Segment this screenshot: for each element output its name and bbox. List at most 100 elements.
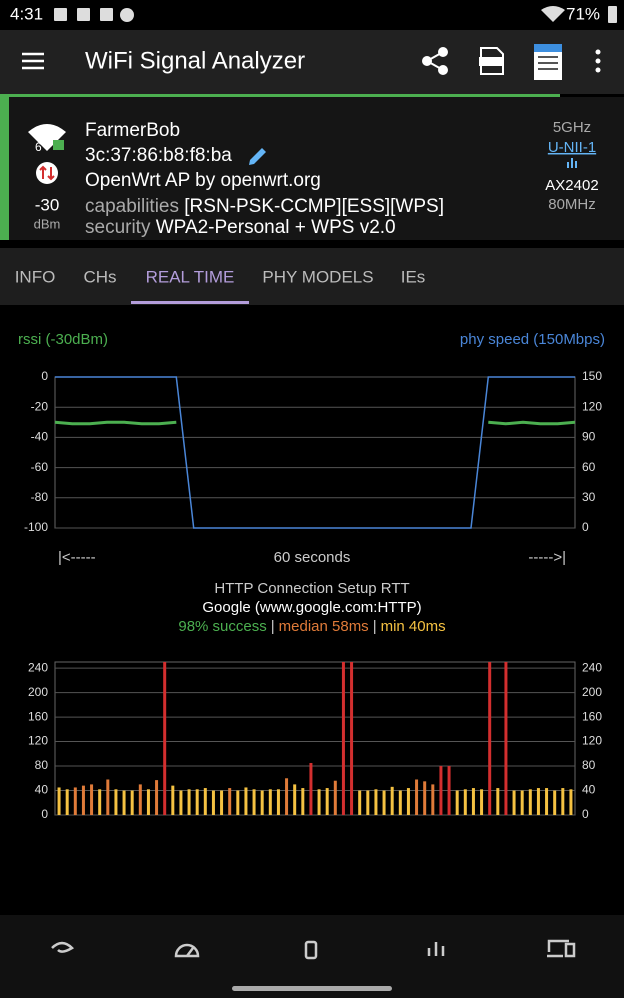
stats-item: median 58ms	[279, 618, 369, 635]
chart-title: HTTP Connection Setup RTT	[214, 580, 409, 597]
status-icons	[54, 8, 134, 22]
wifi-generation: 6	[35, 140, 42, 154]
bar	[415, 779, 419, 815]
bottom-nav	[0, 915, 624, 998]
tab[interactable]: PHY MODELS	[262, 267, 373, 286]
bar	[561, 788, 565, 815]
bar	[431, 784, 435, 815]
bar	[309, 762, 313, 815]
app-bar	[0, 30, 624, 94]
y-tick-label: -20	[31, 399, 49, 413]
nav-device[interactable]	[304, 940, 318, 960]
y-tick-label: 150	[582, 369, 602, 383]
bar	[138, 784, 142, 815]
bar	[374, 789, 378, 815]
tab[interactable]: IEs	[401, 267, 426, 286]
chart-subtitle: Google (www.google.com:HTTP)	[202, 599, 421, 616]
tab[interactable]: CHs	[83, 267, 116, 286]
stats-item: min 40ms	[381, 618, 446, 635]
y-tick-label: 80	[35, 758, 49, 772]
bar	[398, 790, 402, 815]
vendor: OpenWrt AP by openwrt.org	[85, 170, 321, 191]
bar	[293, 784, 297, 815]
bar	[73, 787, 77, 815]
channel: AX2402	[545, 177, 598, 194]
stats-separator: |	[373, 618, 377, 635]
bar	[553, 790, 557, 815]
menu-button[interactable]	[22, 52, 44, 70]
y-tick-label: -40	[31, 430, 49, 444]
bar	[520, 790, 524, 815]
bar	[211, 790, 215, 815]
capabilities-value: [RSN-PSK-CCMP][ESS][WPS]	[184, 196, 444, 217]
bar	[179, 790, 183, 815]
overflow-button[interactable]	[595, 49, 601, 73]
x-axis-label: |<-----	[58, 549, 96, 566]
legend-entry: rssi (-30dBm)	[18, 331, 108, 348]
bar	[122, 790, 126, 815]
edit-icon[interactable]	[249, 148, 266, 165]
bar	[236, 790, 240, 815]
bar	[471, 788, 475, 815]
ssid: FarmerBob	[85, 120, 180, 141]
rssi-value: -30	[35, 195, 60, 214]
tabs: INFO CHs REAL TIME PHY MODELS IEs	[15, 267, 426, 304]
y-tick-label: 0	[582, 807, 589, 821]
progress-bar	[0, 94, 560, 97]
bar	[496, 788, 500, 815]
bar	[455, 790, 459, 815]
bar	[244, 787, 248, 815]
legend-entry: phy speed (150Mbps)	[460, 331, 605, 348]
app-title: WiFi Signal Analyzer	[85, 47, 305, 74]
bar	[333, 780, 337, 815]
bar	[390, 786, 394, 815]
x-axis-label: ----->|	[528, 549, 566, 566]
csv-button[interactable]	[479, 47, 504, 75]
share-button[interactable]	[422, 47, 448, 75]
bar	[504, 662, 508, 815]
stats-separator: |	[271, 618, 275, 635]
nav-devices[interactable]	[547, 939, 576, 958]
bar	[228, 788, 232, 815]
bar	[341, 662, 345, 815]
export-button[interactable]	[534, 44, 562, 80]
traffic-arrows	[39, 165, 55, 181]
security-label: security	[85, 217, 151, 238]
network-card	[0, 97, 624, 240]
tab[interactable]: INFO	[15, 267, 56, 286]
bar	[447, 766, 451, 815]
bar	[130, 790, 134, 815]
bar	[512, 790, 516, 815]
channel-icon	[567, 158, 577, 168]
security: security WPA2-Personal + WPS v2.0	[85, 217, 396, 238]
bar	[114, 789, 118, 815]
bar	[195, 789, 199, 815]
y-tick-label: -80	[31, 490, 49, 504]
bar	[187, 789, 191, 815]
nav-speed[interactable]	[174, 943, 200, 958]
battery-text: 71%	[566, 4, 600, 23]
bar	[536, 788, 540, 815]
bar	[463, 789, 467, 815]
signal-stripe	[0, 97, 9, 240]
tab[interactable]: REAL TIME	[146, 267, 235, 286]
battery-icon	[608, 6, 617, 23]
capabilities-label: capabilities	[85, 196, 179, 217]
nav-replay[interactable]	[51, 941, 75, 953]
bar	[325, 788, 329, 815]
y-tick-label: 80	[582, 758, 596, 772]
bar	[317, 789, 321, 815]
nav-chart[interactable]	[427, 942, 445, 956]
y-tick-label: 240	[582, 660, 602, 674]
lock-icon	[53, 140, 64, 150]
bar	[98, 789, 102, 815]
bar	[65, 789, 69, 815]
tab-indicator	[131, 301, 249, 304]
bar	[528, 789, 532, 815]
stats-item: 98% success	[178, 618, 266, 635]
bar	[220, 790, 224, 815]
bar	[146, 789, 150, 815]
bar	[488, 662, 492, 815]
subband[interactable]: U-NII-1	[548, 139, 596, 156]
